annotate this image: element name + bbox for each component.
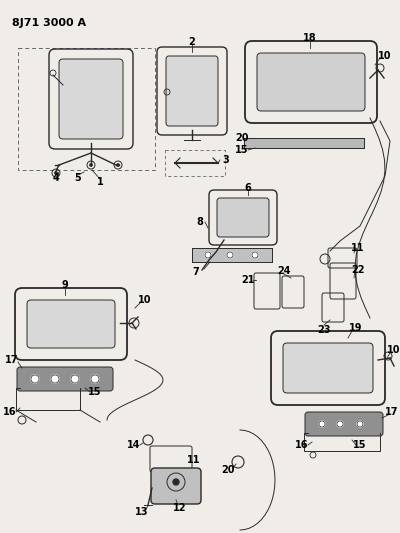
Circle shape (71, 375, 79, 383)
FancyBboxPatch shape (257, 53, 365, 111)
Text: 4: 4 (53, 173, 59, 183)
Text: 15: 15 (88, 387, 102, 397)
Text: 20: 20 (221, 465, 235, 475)
Bar (18, 48, 155, 170)
Bar (192, 248, 272, 262)
Text: 20: 20 (235, 133, 249, 143)
Circle shape (91, 375, 99, 383)
Circle shape (51, 375, 59, 383)
Text: 8J71 3000 A: 8J71 3000 A (12, 18, 86, 28)
FancyBboxPatch shape (59, 59, 123, 139)
Text: 16: 16 (3, 407, 17, 417)
Text: 1: 1 (97, 177, 103, 187)
FancyBboxPatch shape (283, 343, 373, 393)
Circle shape (319, 421, 325, 427)
Text: 3: 3 (223, 155, 229, 165)
Bar (165, 150, 225, 176)
Text: 10: 10 (378, 51, 392, 61)
Text: 10: 10 (138, 295, 152, 305)
Circle shape (205, 252, 211, 258)
Circle shape (54, 172, 58, 174)
Text: 7: 7 (193, 267, 199, 277)
Text: 22: 22 (351, 265, 365, 275)
Text: 12: 12 (173, 503, 187, 513)
FancyBboxPatch shape (166, 56, 218, 126)
Circle shape (31, 375, 39, 383)
Text: 11: 11 (187, 455, 201, 465)
Text: 8: 8 (196, 217, 204, 227)
Circle shape (252, 252, 258, 258)
Text: 6: 6 (245, 183, 251, 193)
FancyBboxPatch shape (305, 412, 383, 436)
Text: 17: 17 (385, 407, 399, 417)
Text: 10: 10 (387, 345, 400, 355)
FancyBboxPatch shape (17, 367, 113, 391)
Text: 5: 5 (75, 173, 81, 183)
FancyBboxPatch shape (217, 198, 269, 237)
FancyBboxPatch shape (27, 300, 115, 348)
Text: 15: 15 (235, 145, 249, 155)
FancyBboxPatch shape (151, 468, 201, 504)
Circle shape (357, 421, 363, 427)
Text: 16: 16 (295, 440, 309, 450)
Text: 11: 11 (351, 243, 365, 253)
Circle shape (173, 479, 179, 485)
Text: 21: 21 (241, 275, 255, 285)
Circle shape (116, 164, 120, 166)
Bar (244, 138, 364, 148)
Text: 13: 13 (135, 507, 149, 517)
Text: 18: 18 (303, 33, 317, 43)
Text: 9: 9 (62, 280, 68, 290)
Circle shape (337, 421, 343, 427)
Circle shape (227, 252, 233, 258)
Circle shape (90, 164, 92, 166)
Text: 2: 2 (189, 37, 195, 47)
Text: 24: 24 (277, 266, 291, 276)
Text: 19: 19 (349, 323, 363, 333)
Text: 15: 15 (353, 440, 367, 450)
Text: 14: 14 (127, 440, 141, 450)
Text: 23: 23 (317, 325, 331, 335)
Text: 17: 17 (5, 355, 19, 365)
